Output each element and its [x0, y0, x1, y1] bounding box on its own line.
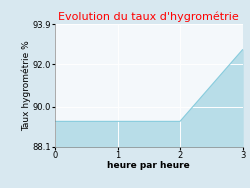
- Y-axis label: Taux hygrométrie %: Taux hygrométrie %: [21, 40, 31, 131]
- X-axis label: heure par heure: heure par heure: [108, 161, 190, 170]
- Title: Evolution du taux d'hygrométrie: Evolution du taux d'hygrométrie: [58, 12, 239, 22]
